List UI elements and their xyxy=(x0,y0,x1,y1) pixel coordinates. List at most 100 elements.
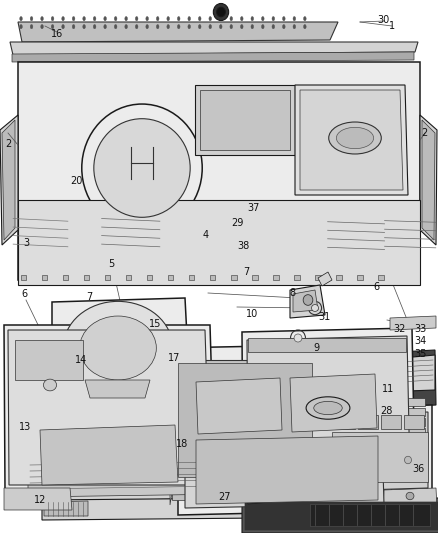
Polygon shape xyxy=(242,498,438,533)
Polygon shape xyxy=(4,488,72,510)
Bar xyxy=(252,274,258,280)
Ellipse shape xyxy=(43,379,57,391)
Bar xyxy=(393,438,425,446)
Polygon shape xyxy=(200,90,290,150)
Text: 15: 15 xyxy=(149,319,162,329)
Polygon shape xyxy=(42,498,262,520)
Polygon shape xyxy=(22,455,238,502)
Ellipse shape xyxy=(167,25,170,29)
Bar xyxy=(264,484,284,500)
Ellipse shape xyxy=(30,17,33,21)
Text: 8: 8 xyxy=(290,288,296,297)
Bar xyxy=(358,415,378,429)
Ellipse shape xyxy=(251,17,254,21)
Ellipse shape xyxy=(94,119,190,217)
Polygon shape xyxy=(185,370,384,508)
Polygon shape xyxy=(293,290,318,312)
Polygon shape xyxy=(332,412,428,491)
Bar xyxy=(126,274,131,280)
Ellipse shape xyxy=(146,25,148,29)
Bar xyxy=(218,484,238,500)
Text: 31: 31 xyxy=(318,312,330,321)
Bar xyxy=(231,274,237,280)
Ellipse shape xyxy=(402,453,415,467)
Ellipse shape xyxy=(72,17,75,21)
Polygon shape xyxy=(196,436,378,504)
Text: 14: 14 xyxy=(75,355,87,365)
Ellipse shape xyxy=(82,104,202,232)
Polygon shape xyxy=(100,360,162,420)
Polygon shape xyxy=(10,42,418,55)
Polygon shape xyxy=(422,120,435,240)
Bar xyxy=(393,418,425,426)
Text: 5: 5 xyxy=(109,259,115,269)
Bar xyxy=(381,415,401,429)
Polygon shape xyxy=(196,378,282,434)
Ellipse shape xyxy=(135,25,138,29)
Text: 20: 20 xyxy=(71,176,83,186)
Text: 18: 18 xyxy=(176,439,188,449)
Polygon shape xyxy=(242,328,415,487)
Text: 10: 10 xyxy=(246,309,258,319)
Ellipse shape xyxy=(240,25,243,29)
Ellipse shape xyxy=(156,25,159,29)
Ellipse shape xyxy=(217,7,226,17)
Ellipse shape xyxy=(114,25,117,29)
Bar xyxy=(335,415,355,429)
Ellipse shape xyxy=(230,17,233,21)
Polygon shape xyxy=(168,345,322,508)
Polygon shape xyxy=(2,120,15,240)
Bar xyxy=(21,274,26,280)
Bar xyxy=(147,274,152,280)
Ellipse shape xyxy=(304,25,306,29)
Ellipse shape xyxy=(104,25,106,29)
Ellipse shape xyxy=(251,25,254,29)
Text: 13: 13 xyxy=(19,423,32,432)
Bar xyxy=(42,274,47,280)
Polygon shape xyxy=(18,62,420,280)
Text: 34: 34 xyxy=(414,336,427,346)
Bar xyxy=(287,484,307,500)
Text: 9: 9 xyxy=(313,343,319,352)
Ellipse shape xyxy=(406,492,414,500)
Bar xyxy=(189,274,194,280)
Text: 6: 6 xyxy=(374,282,380,292)
Polygon shape xyxy=(420,115,437,245)
Ellipse shape xyxy=(93,25,96,29)
Bar xyxy=(393,398,425,406)
Ellipse shape xyxy=(294,334,302,342)
Ellipse shape xyxy=(51,25,54,29)
Text: 35: 35 xyxy=(414,349,427,359)
Bar xyxy=(241,484,261,500)
Ellipse shape xyxy=(30,25,33,29)
Polygon shape xyxy=(170,352,174,505)
Bar xyxy=(178,363,312,477)
Bar xyxy=(63,274,68,280)
Polygon shape xyxy=(195,85,295,155)
Ellipse shape xyxy=(20,17,22,21)
Bar xyxy=(393,428,425,436)
Polygon shape xyxy=(8,330,210,485)
Ellipse shape xyxy=(156,17,159,21)
Ellipse shape xyxy=(72,25,75,29)
Ellipse shape xyxy=(188,25,191,29)
Ellipse shape xyxy=(314,401,342,415)
Polygon shape xyxy=(240,384,265,408)
Ellipse shape xyxy=(283,25,285,29)
Text: 6: 6 xyxy=(21,289,27,299)
Bar xyxy=(15,340,83,380)
Ellipse shape xyxy=(209,25,212,29)
Polygon shape xyxy=(290,285,325,318)
Ellipse shape xyxy=(93,17,96,21)
Bar xyxy=(332,432,428,482)
Polygon shape xyxy=(18,22,338,42)
Text: 33: 33 xyxy=(414,325,427,334)
Polygon shape xyxy=(300,90,403,190)
Ellipse shape xyxy=(283,17,285,21)
Ellipse shape xyxy=(272,25,275,29)
Polygon shape xyxy=(0,115,18,245)
Polygon shape xyxy=(382,350,436,408)
Polygon shape xyxy=(328,405,432,498)
Ellipse shape xyxy=(188,17,191,21)
Ellipse shape xyxy=(114,17,117,21)
